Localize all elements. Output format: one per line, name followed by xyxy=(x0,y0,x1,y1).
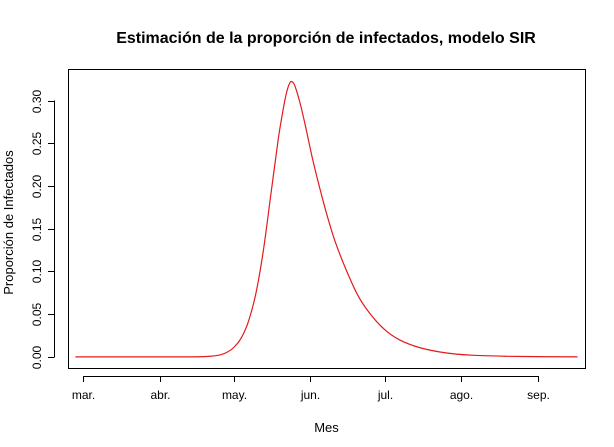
x-tick-label: jul. xyxy=(377,388,393,402)
series-layer xyxy=(75,80,578,358)
x-tick-label: may. xyxy=(222,388,247,402)
series-line-0 xyxy=(75,80,578,358)
x-axis-label: Mes xyxy=(314,420,339,435)
y-tick-label: 0.20 xyxy=(30,174,44,198)
x-axis: mar. abr. may. jun. jul. ago. sep. xyxy=(72,376,550,402)
plot-area xyxy=(68,69,586,369)
y-tick-label: 0.15 xyxy=(30,217,44,241)
x-tick-label: jun. xyxy=(300,388,320,402)
y-tick-label: 0.00 xyxy=(30,345,44,369)
y-axis-label: Proporción de Infectados xyxy=(1,150,16,295)
y-tick-label: 0.30 xyxy=(30,89,44,113)
x-tick-label: sep. xyxy=(527,388,550,402)
y-tick-label: 0.05 xyxy=(30,302,44,326)
x-tick-label: abr. xyxy=(150,388,170,402)
y-tick-label: 0.25 xyxy=(30,131,44,155)
x-tick-label: ago. xyxy=(450,388,473,402)
x-tick-label: mar. xyxy=(72,388,95,402)
y-axis: 0.00 0.05 0.10 0.15 0.20 0.25 0.30 xyxy=(30,89,55,369)
chart-title: Estimación de la proporción de infectado… xyxy=(116,30,536,47)
y-tick-label: 0.10 xyxy=(30,259,44,283)
